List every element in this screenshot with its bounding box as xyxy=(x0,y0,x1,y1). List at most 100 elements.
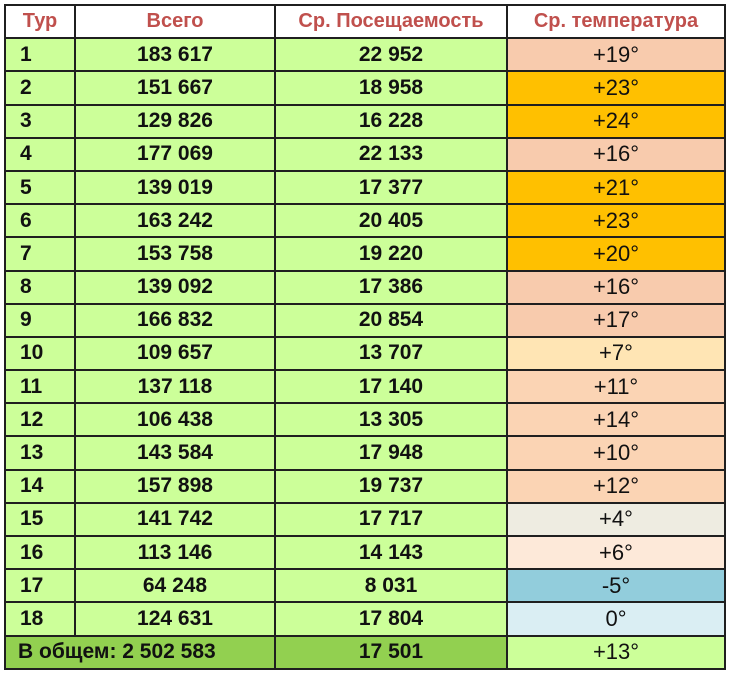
cell-tour: 10 xyxy=(4,335,76,372)
cell-avg-attendance: 22 133 xyxy=(274,136,508,172)
table-row: 9 166 832 20 854 +17° xyxy=(4,302,726,338)
cell-avg-attendance: 17 804 xyxy=(274,601,508,637)
cell-total: 143 584 xyxy=(74,435,276,471)
cell-avg-temperature: +17° xyxy=(506,302,726,338)
table-row: 6 163 242 20 405 +23° xyxy=(4,203,726,239)
cell-avg-temperature: +19° xyxy=(506,37,726,73)
table-row: 13 143 584 17 948 +10° xyxy=(4,435,726,471)
header-avg-temperature: Ср. температура xyxy=(506,3,726,40)
cell-tour: 18 xyxy=(4,601,76,637)
attendance-table: Тур Всего Ср. Посещаемость Ср. температу… xyxy=(4,3,726,670)
cell-avg-temperature: +21° xyxy=(506,169,726,206)
cell-avg-attendance: 19 737 xyxy=(274,468,508,504)
table-row: 12 106 438 13 305 +14° xyxy=(4,402,726,438)
cell-avg-attendance: 17 717 xyxy=(274,501,508,538)
cell-total: 129 826 xyxy=(74,103,276,139)
cell-avg-attendance: 20 854 xyxy=(274,302,508,338)
cell-tour: 2 xyxy=(4,70,76,106)
cell-avg-attendance: 13 707 xyxy=(274,335,508,372)
cell-total: 177 069 xyxy=(74,136,276,172)
table-body: 1 183 617 22 952 +19° 2 151 667 18 958 +23° 3 129… xyxy=(4,37,726,670)
cell-avg-temperature: +23° xyxy=(506,203,726,239)
cell-avg-temperature: +20° xyxy=(506,236,726,272)
table-row: 17 64 248 8 031 -5° xyxy=(4,568,726,604)
table-row: 15 141 742 17 717 +4° xyxy=(4,501,726,538)
cell-avg-attendance: 17 386 xyxy=(274,269,508,305)
attendance-table-container: Тур Всего Ср. Посещаемость Ср. температу… xyxy=(4,3,726,670)
header-total: Всего xyxy=(74,3,276,40)
cell-total: 64 248 xyxy=(74,568,276,604)
cell-avg-attendance: 22 952 xyxy=(274,37,508,73)
cell-tour: 14 xyxy=(4,468,76,504)
table-row: 11 137 118 17 140 +11° xyxy=(4,369,726,405)
cell-avg-attendance: 13 305 xyxy=(274,402,508,438)
cell-avg-temperature: +4° xyxy=(506,501,726,538)
summary-avg-attendance: 17 501 xyxy=(274,634,508,670)
cell-total: 163 242 xyxy=(74,203,276,239)
cell-total: 183 617 xyxy=(74,37,276,73)
table-row: 10 109 657 13 707 +7° xyxy=(4,335,726,372)
cell-tour: 8 xyxy=(4,269,76,305)
cell-tour: 12 xyxy=(4,402,76,438)
cell-avg-attendance: 17 948 xyxy=(274,435,508,471)
cell-total: 141 742 xyxy=(74,501,276,538)
table-row: 7 153 758 19 220 +20° xyxy=(4,236,726,272)
cell-avg-temperature: +7° xyxy=(506,335,726,372)
cell-avg-attendance: 20 405 xyxy=(274,203,508,239)
table-row: 14 157 898 19 737 +12° xyxy=(4,468,726,504)
cell-tour: 7 xyxy=(4,236,76,272)
cell-avg-attendance: 19 220 xyxy=(274,236,508,272)
cell-avg-attendance: 17 140 xyxy=(274,369,508,405)
cell-avg-attendance: 8 031 xyxy=(274,568,508,604)
cell-tour: 9 xyxy=(4,302,76,338)
cell-avg-attendance: 14 143 xyxy=(274,534,508,571)
cell-tour: 13 xyxy=(4,435,76,471)
header-tour: Тур xyxy=(4,3,76,40)
cell-total: 139 092 xyxy=(74,269,276,305)
cell-total: 106 438 xyxy=(74,402,276,438)
cell-avg-attendance: 17 377 xyxy=(274,169,508,206)
cell-tour: 15 xyxy=(4,501,76,538)
summary-row: В общем: 2 502 583 17 501 +13° xyxy=(4,634,726,670)
header-avg-attendance: Ср. Посещаемость xyxy=(274,3,508,40)
cell-tour: 6 xyxy=(4,203,76,239)
table-row: 4 177 069 22 133 +16° xyxy=(4,136,726,172)
table-row: 2 151 667 18 958 +23° xyxy=(4,70,726,106)
table-row: 18 124 631 17 804 0° xyxy=(4,601,726,637)
header-row: Тур Всего Ср. Посещаемость Ср. температу… xyxy=(4,3,726,40)
cell-avg-temperature: +24° xyxy=(506,103,726,139)
table-row: 3 129 826 16 228 +24° xyxy=(4,103,726,139)
cell-total: 151 667 xyxy=(74,70,276,106)
cell-total: 124 631 xyxy=(74,601,276,637)
table-row: 16 113 146 14 143 +6° xyxy=(4,534,726,571)
cell-tour: 1 xyxy=(4,37,76,73)
cell-avg-temperature: +10° xyxy=(506,435,726,471)
cell-avg-attendance: 18 958 xyxy=(274,70,508,106)
cell-avg-temperature: +12° xyxy=(506,468,726,504)
cell-tour: 4 xyxy=(4,136,76,172)
table-row: 8 139 092 17 386 +16° xyxy=(4,269,726,305)
cell-avg-temperature: +6° xyxy=(506,534,726,571)
table-row: 1 183 617 22 952 +19° xyxy=(4,37,726,73)
cell-avg-temperature: +11° xyxy=(506,369,726,405)
cell-avg-temperature: +16° xyxy=(506,269,726,305)
cell-tour: 3 xyxy=(4,103,76,139)
summary-total: В общем: 2 502 583 xyxy=(4,634,276,670)
cell-total: 153 758 xyxy=(74,236,276,272)
cell-avg-temperature: +16° xyxy=(506,136,726,172)
cell-avg-temperature: +23° xyxy=(506,70,726,106)
cell-total: 137 118 xyxy=(74,369,276,405)
cell-tour: 17 xyxy=(4,568,76,604)
cell-tour: 11 xyxy=(4,369,76,405)
cell-tour: 5 xyxy=(4,169,76,206)
cell-avg-temperature: 0° xyxy=(506,601,726,637)
cell-total: 113 146 xyxy=(74,534,276,571)
cell-avg-temperature: -5° xyxy=(506,568,726,604)
cell-total: 139 019 xyxy=(74,169,276,206)
cell-tour: 16 xyxy=(4,534,76,571)
cell-total: 157 898 xyxy=(74,468,276,504)
summary-avg-temperature: +13° xyxy=(506,634,726,670)
table-row: 5 139 019 17 377 +21° xyxy=(4,169,726,206)
cell-avg-temperature: +14° xyxy=(506,402,726,438)
cell-avg-attendance: 16 228 xyxy=(274,103,508,139)
